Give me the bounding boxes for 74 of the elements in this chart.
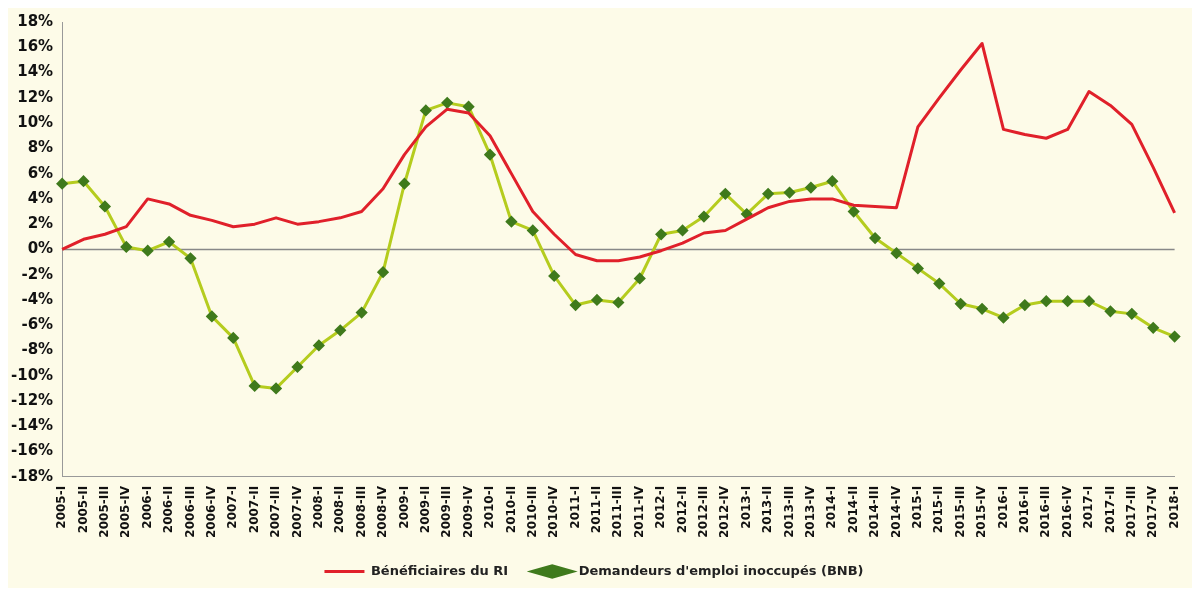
x-tick-label: 2012-III <box>696 485 711 538</box>
x-tick-label: 2013-IV <box>803 485 818 539</box>
x-tick-label: 2006-III <box>182 485 197 538</box>
y-tick-label: 4% <box>27 188 54 207</box>
x-tick-label: 2010-II <box>503 485 518 534</box>
x-tick-label: 2010-IV <box>546 485 561 539</box>
x-tick-label: 2017-II <box>1102 485 1117 534</box>
x-tick-label: 2011-I <box>567 485 582 529</box>
x-tick-label: 2014-IV <box>888 485 903 539</box>
x-tick-label: 2016-II <box>1016 485 1031 534</box>
x-tick-label: 2008-IV <box>375 485 390 539</box>
x-tick-label: 2014-III <box>867 485 882 538</box>
x-tick-label: 2012-II <box>674 485 689 534</box>
y-tick-label: 16% <box>17 37 54 56</box>
x-tick-label: 2009-III <box>439 485 454 538</box>
x-tick-label: 2005-III <box>97 485 112 538</box>
x-tick-label: 2007-II <box>246 485 261 534</box>
x-tick-label: 2017-III <box>1123 485 1138 538</box>
y-tick-label: -18% <box>10 466 54 485</box>
x-tick-label: 2013-II <box>760 485 775 534</box>
x-tick-label: 2007-I <box>225 485 240 529</box>
x-tick-label: 2012-IV <box>717 485 732 539</box>
x-tick-label: 2011-IV <box>631 485 646 539</box>
x-tick-label: 2012-I <box>653 485 668 529</box>
x-tick-label: 2011-II <box>589 485 604 534</box>
x-tick-label: 2008-II <box>332 485 347 534</box>
y-tick-label: -12% <box>10 390 54 409</box>
x-tick-label: 2014-I <box>824 485 839 529</box>
x-tick-label: 2013-III <box>781 485 796 538</box>
y-tick-label: -14% <box>10 416 54 435</box>
x-tick-label: 2010-III <box>524 485 539 538</box>
y-tick-label: -2% <box>21 264 54 283</box>
y-tick-label: 18% <box>17 11 54 30</box>
x-tick-label: 2005-I <box>54 485 69 529</box>
x-tick-label: 2018-I <box>1166 485 1181 529</box>
y-tick-label: -10% <box>10 365 54 384</box>
y-tick-label: 10% <box>17 112 54 131</box>
x-tick-label: 2015-III <box>952 485 967 538</box>
y-tick-label: 12% <box>17 87 54 106</box>
x-tick-label: 2005-II <box>75 485 90 534</box>
x-tick-label: 2007-IV <box>289 485 304 539</box>
y-tick-label: -16% <box>10 441 54 460</box>
x-tick-label: 2006-IV <box>204 485 219 539</box>
x-tick-label: 2009-IV <box>460 485 475 539</box>
y-tick-label: 0% <box>27 239 54 258</box>
x-tick-label: 2015-IV <box>974 485 989 539</box>
x-tick-label: 2014-II <box>845 485 860 534</box>
x-tick-label: 2016-I <box>995 485 1010 529</box>
x-tick-label: 2013-I <box>738 485 753 529</box>
y-tick-label: -8% <box>21 340 54 359</box>
x-tick-label: 2008-I <box>310 485 325 529</box>
x-tick-label: 2009-II <box>417 485 432 534</box>
x-tick-label: 2015-II <box>931 485 946 534</box>
x-tick-label: 2006-II <box>161 485 176 534</box>
x-tick-label: 2011-III <box>610 485 625 538</box>
x-tick-label: 2017-IV <box>1145 485 1160 539</box>
x-tick-label: 2016-IV <box>1059 485 1074 539</box>
y-tick-label: 8% <box>27 138 54 157</box>
x-tick-label: 2007-III <box>268 485 283 538</box>
x-tick-label: 2017-I <box>1081 485 1096 529</box>
x-tick-label: 2010-I <box>482 485 497 529</box>
x-tick-label: 2008-III <box>353 485 368 538</box>
x-tick-label: 2006-I <box>139 485 154 529</box>
x-tick-label: 2005-IV <box>118 485 133 539</box>
y-tick-label: 2% <box>27 214 54 233</box>
y-tick-label: 14% <box>17 62 54 81</box>
legend-label: Bénéficiaires du RI <box>370 562 509 578</box>
x-tick-label: 2009-I <box>396 485 411 529</box>
y-tick-label: 6% <box>27 163 54 182</box>
legend-label: Demandeurs d'emploi inoccupés (BNB) <box>578 562 864 578</box>
y-tick-label: -6% <box>21 315 54 334</box>
x-tick-label: 2016-III <box>1038 485 1053 538</box>
x-tick-label: 2015-I <box>910 485 924 529</box>
y-tick-label: -4% <box>21 289 54 308</box>
